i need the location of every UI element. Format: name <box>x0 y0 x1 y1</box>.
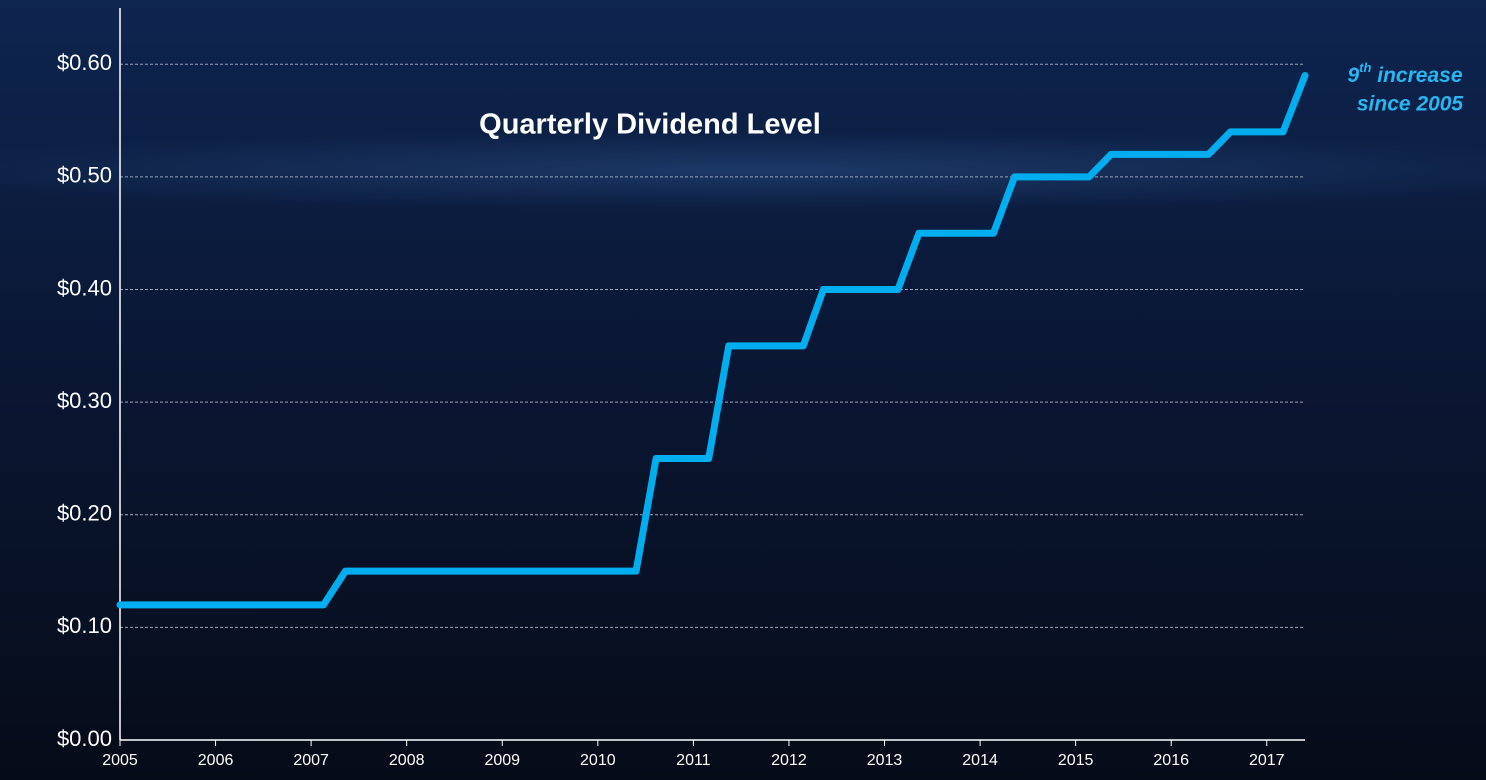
x-tick-label: 2016 <box>1153 752 1189 769</box>
x-tick-label: 2015 <box>1058 752 1094 769</box>
annotation-text: since 2005 <box>1357 93 1464 116</box>
annotation-text: th <box>1359 60 1371 75</box>
y-tick-label: $0.00 <box>57 726 112 751</box>
x-tick-label: 2014 <box>962 752 998 769</box>
x-tick-label: 2008 <box>389 752 425 769</box>
y-tick-label: $0.20 <box>57 501 112 526</box>
y-tick-label: $0.10 <box>57 613 112 638</box>
x-tick-label: 2012 <box>771 752 807 769</box>
y-tick-label: $0.30 <box>57 388 112 413</box>
x-tick-label: 2006 <box>198 752 234 769</box>
y-tick-label: $0.40 <box>57 275 112 300</box>
x-tick-label: 2009 <box>484 752 520 769</box>
x-tick-label: 2010 <box>580 752 616 769</box>
line <box>116 72 1309 609</box>
x-tick-label: 2007 <box>293 752 329 769</box>
x-tick-label: 2017 <box>1249 752 1285 769</box>
chart-title: Quarterly Dividend Level <box>479 109 821 141</box>
x-tick-label: 2013 <box>867 752 903 769</box>
x-tick-label: 2011 <box>676 752 711 769</box>
glow <box>0 130 1486 210</box>
plot: $0.00 $0.10 $0.20 $0.30 $0.40 $0.50 $0.60 2005 2… <box>57 8 1309 769</box>
y-tick-label: $0.60 <box>57 50 112 75</box>
annotation-text: increase <box>1371 64 1462 87</box>
annotation-text: 9 <box>1347 64 1359 87</box>
y-tick-label: $0.50 <box>57 163 112 188</box>
x-tick-label: 2005 <box>102 752 138 769</box>
annotation: 9th increase <box>1347 60 1462 86</box>
